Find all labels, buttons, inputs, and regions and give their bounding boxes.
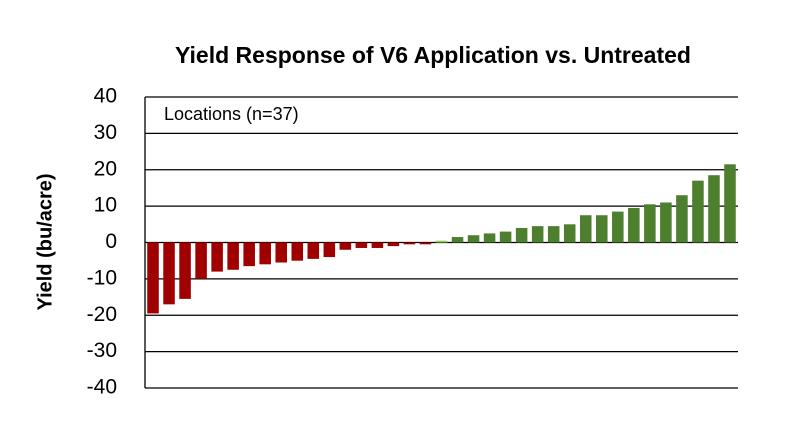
bar <box>227 242 239 270</box>
chart-title: Yield Response of V6 Application vs. Unt… <box>175 42 691 68</box>
bar <box>179 242 191 299</box>
y-tick-label: 30 <box>94 121 117 144</box>
y-tick-label: 40 <box>94 85 117 108</box>
bar <box>259 242 271 265</box>
bar <box>499 231 512 243</box>
bar <box>724 164 736 243</box>
bar <box>371 242 384 248</box>
bar <box>211 242 223 272</box>
bar <box>467 235 480 243</box>
bar <box>435 240 448 243</box>
bar <box>596 215 608 243</box>
y-tick-label: -10 <box>87 266 117 289</box>
bar <box>708 175 720 243</box>
bar <box>275 242 287 263</box>
bar <box>644 204 656 243</box>
bar <box>547 226 560 243</box>
bar <box>387 242 400 247</box>
y-tick-label: -40 <box>87 376 117 399</box>
bar <box>660 202 672 243</box>
bar <box>163 242 175 305</box>
bar <box>307 242 320 259</box>
bar <box>531 226 544 243</box>
bar <box>355 242 368 248</box>
y-tick-label: -30 <box>87 339 117 362</box>
annotation: Locations (n=37) <box>164 104 299 124</box>
bar <box>483 233 496 243</box>
y-tick-label: 20 <box>94 157 117 180</box>
y-tick-label: 10 <box>94 194 117 217</box>
bar <box>419 242 432 245</box>
bar <box>243 242 255 267</box>
bar <box>291 242 304 261</box>
y-tick-label: -20 <box>87 303 117 326</box>
y-axis-label: Yield (bu/acre) <box>34 173 56 310</box>
bar <box>403 242 416 245</box>
bar <box>147 242 159 314</box>
bar <box>323 242 336 258</box>
bar <box>612 211 624 243</box>
bar <box>628 207 640 243</box>
bar <box>515 227 528 243</box>
bar <box>579 215 592 243</box>
bar <box>692 180 704 243</box>
bar <box>339 242 352 250</box>
bar <box>195 242 207 279</box>
bar <box>563 224 576 243</box>
y-tick-label: 0 <box>105 230 117 253</box>
bar <box>676 195 688 243</box>
bar <box>451 237 464 243</box>
